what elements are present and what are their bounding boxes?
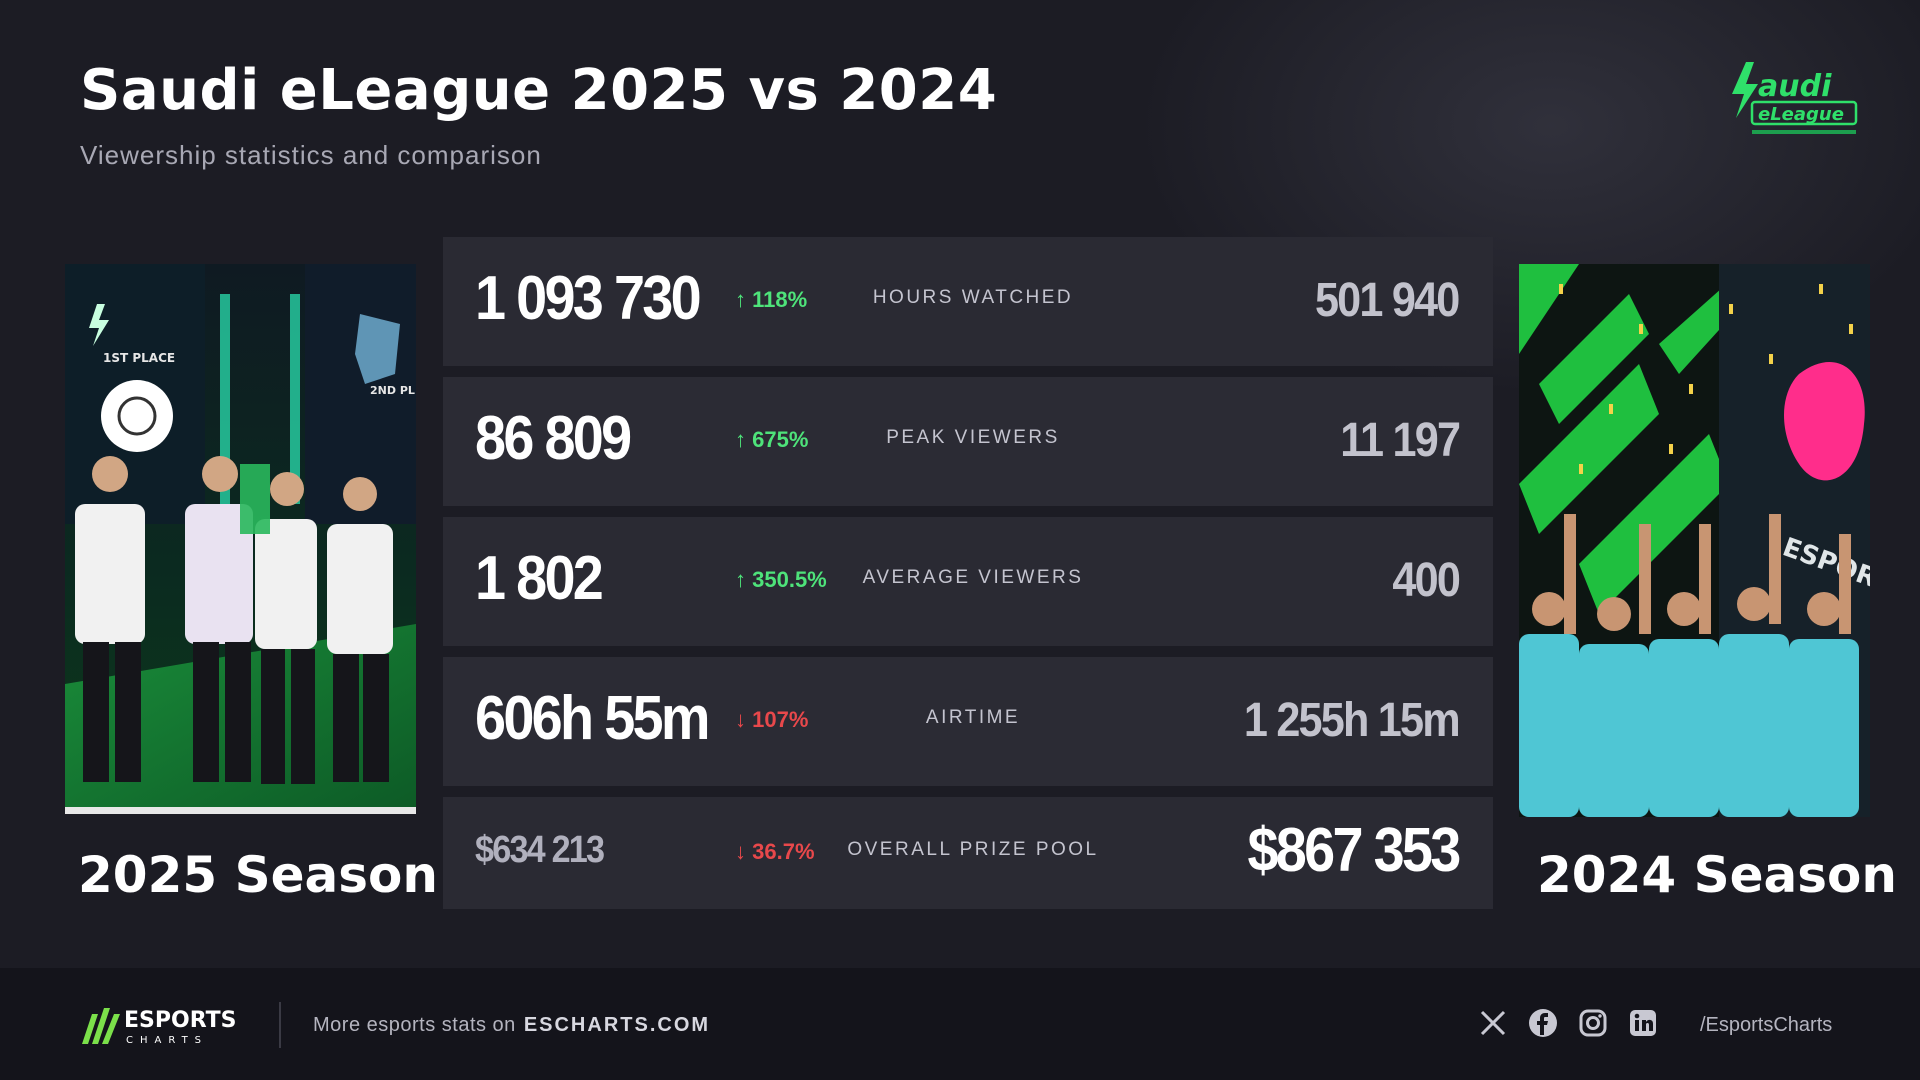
stat-row-airtime: 606h 55m ↓ 107% AIRTIME 1 255h 15m — [443, 657, 1493, 786]
value-2024: 400 — [1392, 554, 1460, 607]
season-2024-label: 2024 Season — [1537, 846, 1897, 904]
change-up: ↑ 350.5% — [735, 567, 827, 592]
arrow-down-icon: ↓ — [735, 839, 753, 864]
instagram-icon[interactable] — [1578, 1008, 1608, 1038]
social-handle[interactable]: /EsportsCharts — [1700, 1014, 1833, 1036]
page-subtitle: Viewership statistics and comparison — [80, 140, 542, 170]
photo-2024-season: ESPORTS VIC — [1519, 264, 1870, 817]
facebook-icon[interactable] — [1528, 1008, 1558, 1038]
value-2025: $634 213 — [475, 829, 605, 871]
svg-text:2ND PL: 2ND PL — [370, 384, 415, 397]
footer-divider — [279, 1002, 281, 1048]
value-2025: 86 809 — [475, 404, 632, 473]
metric-label: AVERAGE VIEWERS — [862, 567, 1084, 588]
arrow-up-icon: ↑ — [735, 287, 753, 312]
stat-row-hours-watched: 1 093 730 ↑ 118% HOURS WATCHED 501 940 — [443, 237, 1493, 366]
value-2024: $867 353 — [1247, 816, 1462, 885]
metric-label: HOURS WATCHED — [872, 287, 1074, 308]
value-2025: 1 093 730 — [475, 264, 702, 333]
esports-charts-logo[interactable]: ESPORTS CHARTS — [78, 1000, 258, 1050]
season-2025-label: 2025 Season — [78, 846, 438, 904]
arrow-up-icon: ↑ — [735, 427, 753, 452]
stat-row-prize-pool: $634 213 ↓ 36.7% OVERALL PRIZE POOL $867… — [443, 797, 1493, 909]
change-up: ↑ 675% — [735, 427, 809, 452]
value-2024: 1 255h 15m — [1244, 694, 1461, 747]
metric-label: AIRTIME — [925, 707, 1021, 728]
stat-row-peak-viewers: 86 809 ↑ 675% PEAK VIEWERS 11 197 — [443, 377, 1493, 506]
arrow-up-icon: ↑ — [735, 567, 753, 592]
photo-2025-season: 1ST PLACE 2ND PL — [65, 264, 416, 814]
metric-label: OVERALL PRIZE POOL — [847, 839, 1099, 860]
logo-text: ESPORTS — [124, 1008, 237, 1033]
footer-more-text: More esports stats on ESCHARTS.COM — [313, 1014, 711, 1036]
change-down: ↓ 107% — [735, 707, 809, 732]
stat-row-average-viewers: 1 802 ↑ 350.5% AVERAGE VIEWERS 400 — [443, 517, 1493, 646]
value-2024: 501 940 — [1315, 274, 1460, 327]
svg-text:audi: audi — [1758, 69, 1832, 104]
svg-text:eLeague: eLeague — [1758, 104, 1844, 125]
arrow-down-icon: ↓ — [735, 707, 753, 732]
value-2024: 11 197 — [1340, 414, 1461, 467]
value-2025: 1 802 — [475, 544, 604, 613]
svg-text:1ST PLACE: 1ST PLACE — [103, 351, 175, 365]
value-2025: 606h 55m — [475, 684, 710, 753]
metric-label: PEAK VIEWERS — [886, 427, 1060, 448]
page-title: Saudi eLeague 2025 vs 2024 — [80, 58, 998, 123]
x-icon[interactable] — [1478, 1008, 1508, 1038]
site-link[interactable]: ESCHARTS.COM — [523, 1014, 711, 1036]
saudi-eleague-logo: audi eLeague — [1732, 62, 1858, 134]
logo-subtext: CHARTS — [126, 1035, 208, 1046]
change-down: ↓ 36.7% — [735, 839, 815, 864]
change-up: ↑ 118% — [735, 287, 808, 312]
linkedin-icon[interactable] — [1628, 1008, 1658, 1038]
social-icons — [1478, 1008, 1658, 1038]
footer: ESPORTS CHARTS More esports stats on ESCH… — [0, 968, 1920, 1080]
